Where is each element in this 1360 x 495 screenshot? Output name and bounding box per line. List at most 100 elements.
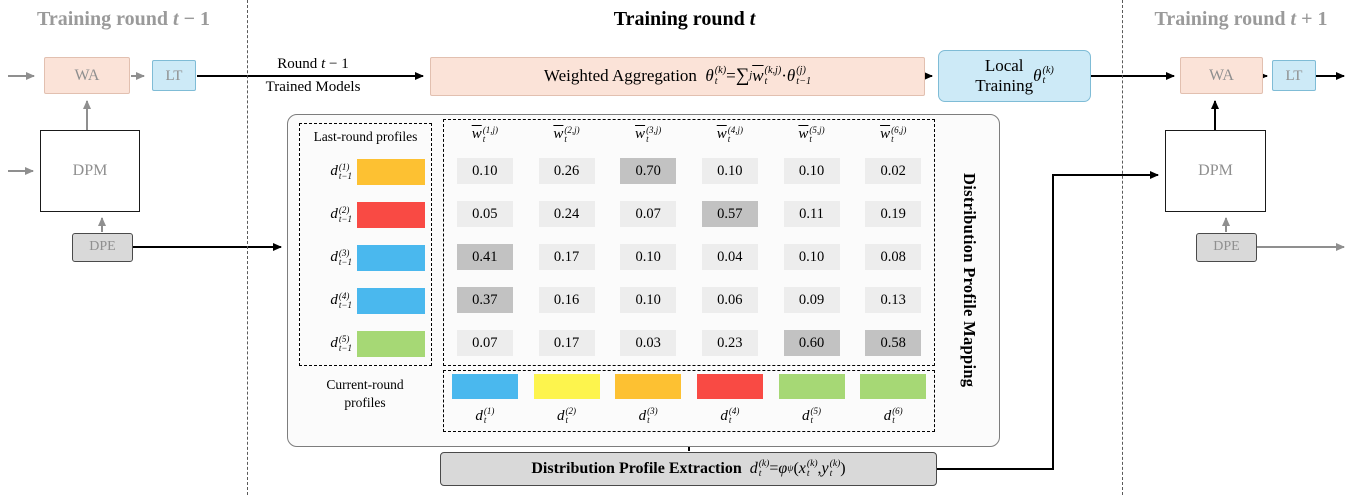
matrix-cell-slot: 0.23 — [689, 329, 771, 356]
round-models-label-line1: Round t − 1 — [277, 56, 349, 72]
matrix-cell-slot: 0.16 — [526, 286, 608, 313]
matrix-cell-slot: 0.26 — [526, 157, 608, 184]
matrix-cell-slot: 0.08 — [852, 243, 934, 270]
matrix-cell: 0.08 — [865, 243, 922, 270]
profile-swatch-slot — [526, 374, 608, 399]
wa-box-next: WA — [1180, 57, 1263, 94]
matrix-cell-slot: 0.10 — [444, 157, 526, 184]
prev-round-title: Training round t − 1 — [37, 8, 210, 30]
matrix-cell: 0.10 — [701, 157, 758, 184]
matrix-row: 0.05 0.24 0.07 0.57 0.11 0.19 — [444, 192, 934, 235]
matrix-cell-slot: 0.58 — [852, 329, 934, 356]
profile-swatch — [357, 201, 425, 228]
matrix-cell-slot: 0.17 — [526, 329, 608, 356]
matrix-row: 0.37 0.16 0.10 0.06 0.09 0.13 — [444, 278, 934, 321]
profile-label: d (4) t — [720, 406, 740, 425]
matrix-cell: 0.23 — [701, 329, 758, 356]
matrix-row: 0.41 0.17 0.10 0.04 0.10 0.08 — [444, 235, 934, 278]
matrix-cell: 0.70 — [620, 157, 677, 184]
matrix-cell: 0.11 — [783, 200, 840, 227]
matrix-cell: 0.10 — [783, 157, 840, 184]
current-round-title: Training round t — [613, 8, 756, 30]
weight-matrix-box: w (1,j) t w (2,j) t w (3,j) t w (4,j) t w (5,j) t w (6,j… — [443, 119, 935, 366]
last-round-rows: d (1) t−1 d (2) t−1 d (3) t−1 d (4) t−1 d (5) t−1 — [300, 150, 431, 365]
profile-label: d (2) t−1 — [330, 204, 352, 224]
matrix-cell-slot: 0.57 — [689, 200, 771, 227]
profile-swatch — [533, 374, 600, 399]
matrix-header: w (1,j) t w (2,j) t w (3,j) t w (4,j) t w (5,j) t w (6,j… — [444, 120, 934, 149]
matrix-cell-slot: 0.60 — [771, 329, 853, 356]
matrix-cell: 0.10 — [620, 243, 677, 270]
matrix-cell: 0.07 — [620, 200, 677, 227]
profile-swatch — [615, 374, 682, 399]
matrix-cell-slot: 0.70 — [607, 157, 689, 184]
weighted-aggregation-box: Weighted Aggregation θ (k) t = ∑ j w (k,j) t … — [430, 57, 925, 96]
round-models-label-line2: Trained Models — [265, 79, 361, 95]
matrix-cell-slot: 0.17 — [526, 243, 608, 270]
profile-label: d (5) t — [802, 406, 822, 425]
matrix-cell: 0.41 — [456, 243, 513, 270]
matrix-grid: 0.10 0.26 0.70 0.10 0.10 0.02 0.05 0.24 0.07 0.57… — [444, 149, 934, 364]
profile-label: d (1) t−1 — [330, 161, 352, 181]
matrix-cell: 0.37 — [456, 286, 513, 313]
last-round-row: d (4) t−1 — [300, 279, 431, 322]
profile-swatch-slot — [607, 374, 689, 399]
profile-swatch — [860, 374, 927, 399]
matrix-cell-slot: 0.07 — [444, 329, 526, 356]
matrix-cell-slot: 0.10 — [771, 243, 853, 270]
profile-label: d (2) t — [557, 406, 576, 425]
profile-label: d (3) t−1 — [330, 247, 352, 267]
matrix-cell: 0.26 — [538, 157, 595, 184]
matrix-cell: 0.09 — [783, 286, 840, 313]
profile-swatch — [357, 330, 425, 357]
matrix-cell: 0.10 — [783, 243, 840, 270]
wa-box-prev: WA — [44, 57, 130, 94]
matrix-cell: 0.03 — [620, 329, 677, 356]
matrix-col-header: w (1,j) t — [471, 124, 498, 144]
matrix-cell-slot: 0.10 — [607, 286, 689, 313]
last-round-row: d (5) t−1 — [300, 322, 431, 365]
matrix-cell: 0.57 — [701, 200, 758, 227]
matrix-cell-slot: 0.07 — [607, 200, 689, 227]
dpm-box-prev: DPM — [40, 130, 140, 212]
matrix-col-header: w (6,j) t — [880, 124, 907, 144]
current-round-profiles-caption: Current-round profiles — [294, 376, 436, 412]
dpe-box-next: DPE — [1196, 233, 1257, 262]
matrix-col-header: w (2,j) t — [553, 124, 580, 144]
lt-box-next: LT — [1272, 60, 1316, 91]
matrix-cell: 0.19 — [865, 200, 922, 227]
matrix-cell: 0.24 — [538, 200, 595, 227]
profile-swatch — [357, 244, 425, 271]
matrix-cell-slot: 0.06 — [689, 286, 771, 313]
matrix-cell-slot: 0.24 — [526, 200, 608, 227]
matrix-cell: 0.10 — [456, 157, 513, 184]
matrix-cell-slot: 0.05 — [444, 200, 526, 227]
matrix-row: 0.10 0.26 0.70 0.10 0.10 0.02 — [444, 149, 934, 192]
matrix-cell: 0.58 — [865, 329, 922, 356]
current-labels: d (1) t d (2) t d (3) t d (4) t d (5) t d (6) t — [444, 402, 934, 430]
section-divider-right — [1122, 0, 1123, 495]
last-round-row: d (2) t−1 — [300, 193, 431, 236]
matrix-cell-slot: 0.10 — [607, 243, 689, 270]
matrix-cell-slot: 0.03 — [607, 329, 689, 356]
mapping-panel-title: Distribution Profile Mapping — [960, 173, 979, 388]
matrix-cell-slot: 0.19 — [852, 200, 934, 227]
matrix-cell: 0.16 — [538, 286, 595, 313]
profile-swatch-slot — [689, 374, 771, 399]
profile-label: d (4) t−1 — [330, 290, 352, 310]
matrix-cell: 0.60 — [783, 329, 840, 356]
current-round-caption-line2: profiles — [344, 395, 386, 411]
matrix-cell: 0.04 — [701, 243, 758, 270]
profile-swatch-slot — [852, 374, 934, 399]
matrix-cell-slot: 0.41 — [444, 243, 526, 270]
matrix-cell-slot: 0.02 — [852, 157, 934, 184]
last-round-profiles-box: Last-round profiles d (1) t−1 d (2) t−1 d (3) t−… — [299, 123, 432, 366]
matrix-row: 0.07 0.17 0.03 0.23 0.60 0.58 — [444, 321, 934, 364]
matrix-cell: 0.17 — [538, 243, 595, 270]
next-round-title: Training round t + 1 — [1154, 8, 1328, 30]
profile-label: d (6) t — [883, 406, 903, 425]
last-round-profiles-label: Last-round profiles — [313, 129, 418, 144]
matrix-cell: 0.07 — [456, 329, 513, 356]
current-swatches — [444, 371, 934, 402]
